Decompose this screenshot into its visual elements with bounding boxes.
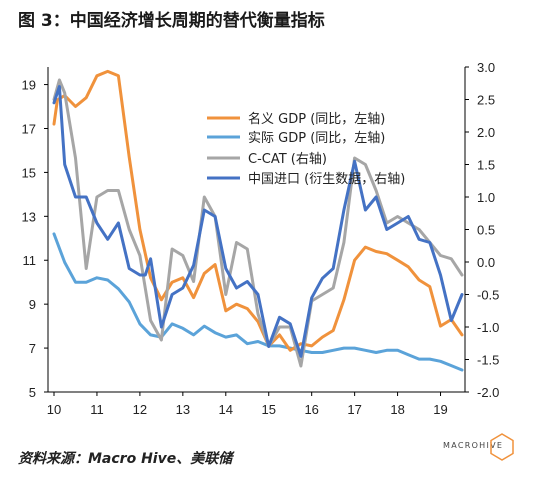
x-tick-label: 19 bbox=[433, 402, 447, 417]
brand-logo-text: MACROHIVE bbox=[443, 441, 504, 450]
right-tick-label: 0.0 bbox=[477, 255, 495, 270]
hexagon-logo-icon bbox=[490, 433, 514, 461]
series-line-nominal-gdp bbox=[52, 69, 464, 352]
series-line-c-cat bbox=[52, 78, 464, 368]
x-tick-label: 16 bbox=[304, 402, 318, 417]
right-tick-label: 1.5 bbox=[477, 158, 495, 173]
chart-svg: 19 17 15 13 11 9 7 5 3.0 2.5 2.0 1.5 1.0 0.5 0.0 -0.5 -1… bbox=[22, 60, 500, 417]
left-tick-label: 19 bbox=[22, 78, 36, 93]
left-tick-label: 5 bbox=[29, 385, 36, 400]
chart-title: 图 3：中国经济增长周期的替代衡量指标 bbox=[18, 11, 325, 31]
x-tick-label: 14 bbox=[219, 402, 233, 417]
left-tick-label: 17 bbox=[22, 121, 36, 136]
right-tick-label: -2.0 bbox=[477, 385, 499, 400]
right-tick-label: 2.0 bbox=[477, 125, 495, 140]
left-tick-label: 15 bbox=[22, 165, 36, 180]
right-tick-label: -1.0 bbox=[477, 320, 499, 335]
right-tick-label: 2.5 bbox=[477, 93, 495, 108]
right-tick-label: 0.5 bbox=[477, 223, 495, 238]
x-tick-label: 12 bbox=[133, 402, 147, 417]
x-tick-label: 11 bbox=[90, 402, 104, 417]
legend-item-nominal-gdp-label: 名义 GDP (同比，左轴) bbox=[248, 111, 385, 127]
x-tick-label: 13 bbox=[176, 402, 190, 417]
legend-item-china-imports-label: 中国进口 (衍生数据，右轴) bbox=[248, 172, 405, 187]
left-tick-label: 13 bbox=[22, 209, 36, 224]
left-tick-label: 11 bbox=[23, 253, 37, 268]
legend-item-c-cat-label: C-CAT (右轴) bbox=[248, 152, 327, 167]
x-tick-label: 18 bbox=[390, 402, 404, 417]
right-tick-label: 3.0 bbox=[477, 60, 495, 75]
left-tick-label: 9 bbox=[29, 297, 36, 312]
series-line-real-gdp bbox=[52, 232, 464, 372]
right-tick-label: -0.5 bbox=[477, 288, 499, 303]
right-tick-label: 1.0 bbox=[477, 190, 495, 205]
x-tick-label: 10 bbox=[47, 402, 61, 417]
left-tick-label: 7 bbox=[29, 341, 36, 356]
legend-item-real-gdp-label: 实际 GDP (同比，左轴) bbox=[248, 131, 385, 146]
right-tick-label: -1.5 bbox=[477, 353, 499, 368]
x-tick-label: 17 bbox=[347, 402, 361, 417]
brand-logo: MACROHIVE bbox=[443, 432, 539, 462]
source-note: 资料来源：Macro Hive、美联储 bbox=[18, 451, 233, 467]
series-line-china-imports bbox=[52, 85, 464, 358]
x-tick-label: 15 bbox=[262, 402, 276, 417]
